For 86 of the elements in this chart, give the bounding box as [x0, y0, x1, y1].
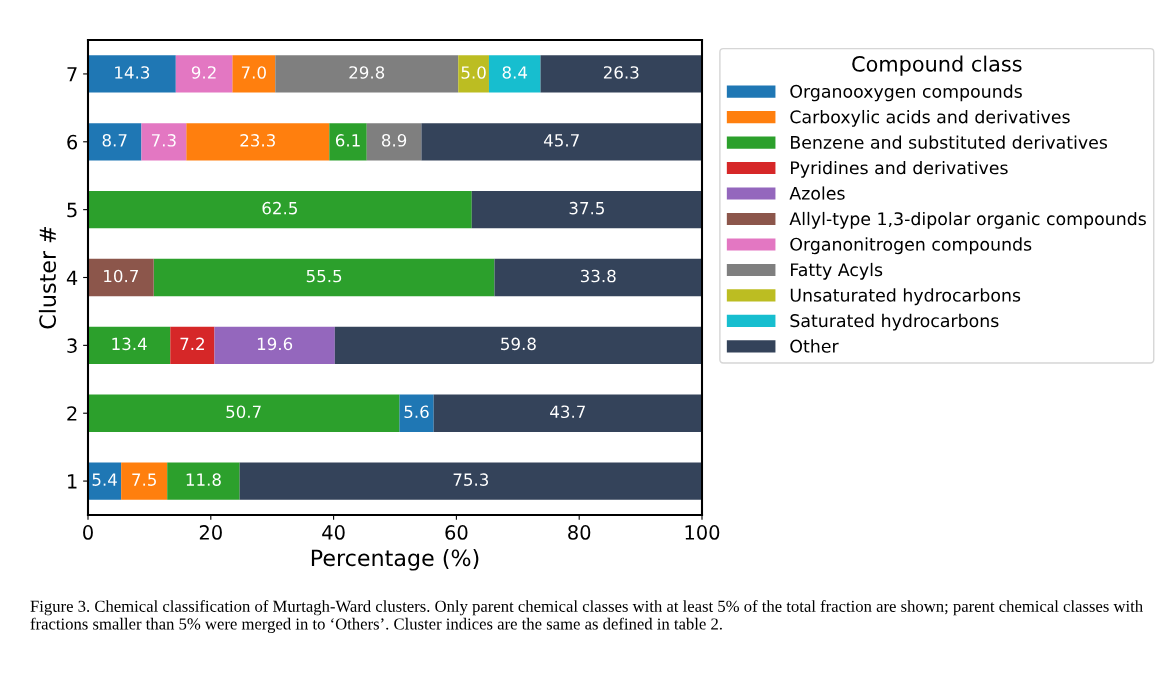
data-label: 45.7	[543, 134, 579, 147]
data-label: 8.7	[102, 134, 127, 147]
legend-label: Benzene and substituted derivatives	[791, 135, 1108, 149]
data-label: 6.1	[335, 134, 360, 147]
data-label: 62.5	[262, 201, 297, 215]
legend-label: Fatty Acyls	[791, 262, 883, 280]
x-tick-label: 20	[199, 525, 222, 540]
data-label: 26.3	[603, 66, 639, 79]
data-label: 23.3	[240, 134, 275, 147]
bar	[494, 258, 702, 297]
legend-label: Pyridines and derivatives	[791, 160, 1008, 178]
data-label: 75.3	[453, 473, 489, 486]
legend-label: Organonitrogen compounds	[790, 237, 1032, 255]
bar	[232, 55, 276, 93]
bar	[170, 326, 215, 365]
y-tick-label: 4	[66, 270, 78, 285]
data-label: 7.2	[180, 337, 204, 350]
bar	[239, 462, 702, 500]
data-label: 37.5	[569, 201, 604, 215]
bar	[175, 55, 233, 93]
caption: Figure 3. Chemical classification of Murtagh-Ward clusters. Only parent chemical classes with at least 5% of the total fraction are shown; parent chemical classes with fractions smaller than 5% were merged in to ‘Others’. Cluster indices are the same as defined in table 2.	[30, 600, 1143, 634]
bar	[540, 55, 702, 93]
bar	[88, 326, 171, 365]
data-label: 8.9	[381, 134, 407, 147]
legend-title: Compound class	[852, 55, 1022, 76]
legend-label: Azoles	[789, 186, 845, 200]
bar	[433, 394, 702, 432]
y-tick-label: 5	[67, 202, 77, 218]
data-label: 11.8	[186, 473, 221, 486]
bar	[399, 394, 434, 432]
x-tick-label: 40	[322, 525, 345, 540]
legend-label: Other	[790, 339, 839, 353]
bar	[471, 190, 702, 229]
data-label: 55.5	[306, 269, 342, 283]
bar	[366, 123, 422, 161]
y-axis-title: Cluster #	[38, 226, 57, 329]
data-label: 33.8	[580, 269, 616, 283]
bar	[88, 394, 400, 432]
bar	[488, 55, 541, 93]
y-tick-label: 7	[67, 67, 77, 82]
data-label: 5.4	[92, 473, 117, 486]
data-label: 7.3	[151, 134, 176, 147]
bar	[88, 55, 176, 93]
bar	[214, 326, 335, 365]
data-label: 19.6	[257, 337, 293, 351]
legend-label: Saturated hydrocarbons	[790, 313, 999, 331]
data-label: 43.7	[550, 405, 585, 419]
bar	[141, 123, 187, 161]
data-label: 29.8	[349, 66, 385, 79]
bar	[167, 462, 240, 500]
x-tick-label: 100	[685, 525, 720, 540]
bar	[88, 190, 472, 229]
y-tick-label: 2	[67, 406, 77, 421]
data-label: 7.5	[132, 473, 156, 486]
bar	[329, 123, 367, 161]
data-label: 14.3	[115, 66, 150, 79]
bar	[421, 123, 702, 161]
legend-label: Unsaturated hydrocarbons	[790, 288, 1021, 306]
bar	[458, 55, 489, 93]
bar	[121, 462, 168, 500]
bar	[88, 462, 122, 500]
bar	[88, 123, 142, 161]
data-label: 7.0	[241, 66, 266, 79]
legend-label: Carboxylic acids and derivatives	[790, 109, 1070, 127]
data-label: 13.4	[112, 337, 147, 351]
y-tick-label: 3	[67, 338, 77, 354]
bar	[275, 55, 459, 93]
data-label: 8.4	[502, 66, 528, 79]
bar	[88, 258, 154, 297]
legend-label: Allyl-type 1,3-dipolar organic compounds	[789, 211, 1146, 229]
x-axis-title: Percentage (%)	[311, 549, 479, 571]
data-label: 10.7	[104, 269, 138, 283]
data-label: 9.2	[191, 66, 216, 79]
data-label: 50.7	[226, 405, 261, 419]
x-tick-label: 80	[568, 525, 591, 540]
x-tick-label: 0	[83, 525, 93, 540]
data-label: 5.6	[404, 405, 429, 419]
legend-label: Organooxygen compounds	[790, 84, 1022, 102]
bar	[186, 123, 330, 161]
data-label: 5.0	[461, 66, 486, 79]
bar	[334, 326, 702, 365]
bar	[153, 258, 495, 297]
y-tick-label: 1	[68, 474, 77, 489]
y-tick-label: 6	[67, 134, 78, 150]
x-tick-label: 60	[445, 525, 468, 540]
data-label: 59.8	[501, 337, 536, 351]
